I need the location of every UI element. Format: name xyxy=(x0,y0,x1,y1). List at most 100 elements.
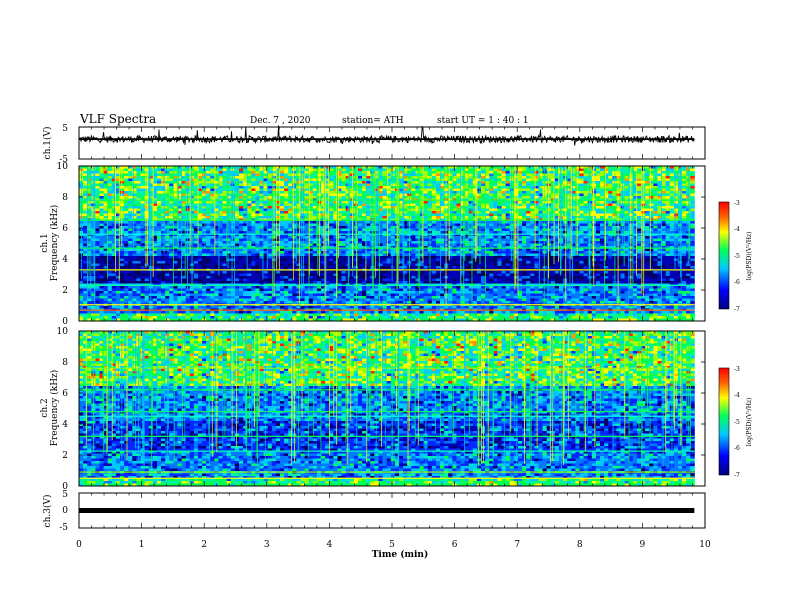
spec1-cell xyxy=(435,183,441,187)
spec1-cell xyxy=(173,201,178,204)
spec1-cell xyxy=(649,226,654,229)
spec1-cell xyxy=(673,208,679,212)
spec1-cell xyxy=(632,186,638,189)
spec1-cell xyxy=(144,246,150,249)
spec1-cell xyxy=(288,228,293,232)
spec1-cell xyxy=(280,211,285,214)
spec1-cell xyxy=(304,206,310,209)
spec1-cell xyxy=(222,241,228,244)
spec1-cell xyxy=(665,226,671,229)
spec1-cell xyxy=(156,216,162,219)
spec1-cell xyxy=(333,231,338,234)
spec1-cell xyxy=(386,216,392,219)
spec1-cell xyxy=(390,238,396,242)
spec1-cell xyxy=(468,231,474,234)
spec1-cell xyxy=(403,241,408,244)
spec1-cell xyxy=(493,178,498,182)
spec1-cell xyxy=(304,221,310,224)
spec1-cell xyxy=(530,241,535,244)
spec1-cell xyxy=(218,228,223,232)
spec1-cell xyxy=(234,246,240,249)
spec1-cell xyxy=(284,173,289,177)
spec1-cell xyxy=(247,183,252,187)
spec1-cell xyxy=(284,246,289,249)
spec1-cell xyxy=(403,211,408,214)
spec1-cell xyxy=(464,208,470,212)
spec1-cell xyxy=(300,243,306,247)
spec1-cell xyxy=(234,166,240,169)
spec1-cell xyxy=(333,243,338,247)
spec1-cell xyxy=(608,183,613,187)
spec1-cell xyxy=(296,171,301,174)
spec1-cell xyxy=(156,168,162,172)
spec1-cell xyxy=(403,168,408,172)
spec1-cell xyxy=(202,238,207,242)
spec1-cell xyxy=(218,176,223,179)
spec1-cell xyxy=(542,241,548,244)
spec1-cell xyxy=(120,248,125,252)
spec1-cell xyxy=(403,188,408,192)
spec1-cell xyxy=(567,186,572,189)
spec1-cell xyxy=(177,208,182,212)
spec1-cell xyxy=(329,171,334,174)
spec1-cell xyxy=(534,178,539,182)
spec1-cell xyxy=(284,196,289,199)
spec1-cell xyxy=(452,246,457,249)
spec1-cell xyxy=(485,211,490,214)
spec1-cell xyxy=(333,228,338,232)
spec1-cell xyxy=(165,208,170,212)
spec1-cell xyxy=(374,241,379,244)
spec1-cell xyxy=(214,168,219,172)
spec1-cell xyxy=(476,188,482,192)
spec1-cell xyxy=(636,181,642,184)
spec1-cell xyxy=(452,233,457,237)
spec1-cell xyxy=(169,238,174,242)
spec1-cell xyxy=(624,233,630,237)
spec1-cell xyxy=(468,246,474,249)
spec1-cell xyxy=(144,216,150,219)
spec1-cell xyxy=(234,211,240,214)
spec1-cell xyxy=(534,201,539,204)
spec1-cell xyxy=(398,186,404,189)
spec1-cell xyxy=(398,206,404,209)
spec1-cell xyxy=(374,181,379,184)
spec1-cell xyxy=(468,183,474,187)
spec1-cell xyxy=(485,206,490,209)
spec1-cell xyxy=(247,208,252,212)
spec1-cell xyxy=(440,213,445,217)
spec1-cell xyxy=(657,176,662,179)
spec1-cell xyxy=(333,183,338,187)
spec1-cell xyxy=(234,223,240,227)
spec1-cell xyxy=(144,221,150,224)
spec1-cell xyxy=(95,171,100,174)
spec1-cell xyxy=(275,208,281,212)
spec1-cell xyxy=(173,241,178,244)
spec1-cell xyxy=(571,178,576,182)
spec1-cell xyxy=(493,238,498,242)
spec1-cell xyxy=(206,231,211,234)
spec1-cell xyxy=(226,181,232,184)
spec1-cell xyxy=(304,176,310,179)
spec1-cell xyxy=(534,231,539,234)
spec1-cell xyxy=(169,181,174,184)
spec1-cell xyxy=(636,171,642,174)
spec1-cell xyxy=(362,231,367,234)
spec1-cell xyxy=(349,183,355,187)
spec1-cell xyxy=(165,171,170,174)
spec1-cell xyxy=(210,166,215,169)
spec1-cell xyxy=(669,193,675,197)
spec1-cell xyxy=(304,168,310,172)
spec1-cell xyxy=(411,191,416,194)
spec1-cell xyxy=(181,243,187,247)
spec1-cell xyxy=(152,176,158,179)
spec1-cell xyxy=(526,238,531,242)
spec1-cell xyxy=(238,178,244,182)
spec1-cell xyxy=(682,228,687,232)
spec1-cell xyxy=(103,243,109,247)
spec1-cell xyxy=(452,171,457,174)
spec1-cell xyxy=(275,223,281,227)
spec1-cell xyxy=(83,231,88,234)
spec1-cell xyxy=(169,206,174,209)
spec1-cell xyxy=(530,211,535,214)
spec1-cell xyxy=(415,168,420,172)
